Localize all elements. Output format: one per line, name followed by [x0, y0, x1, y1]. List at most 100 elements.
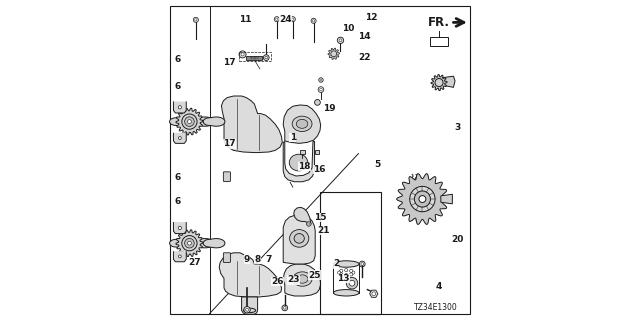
Circle shape — [372, 292, 376, 296]
Polygon shape — [442, 76, 455, 87]
FancyBboxPatch shape — [223, 253, 230, 262]
Polygon shape — [283, 105, 321, 143]
Circle shape — [282, 305, 288, 311]
Circle shape — [339, 39, 342, 42]
Circle shape — [264, 55, 269, 60]
Circle shape — [246, 308, 248, 311]
Bar — [320, 192, 381, 314]
Ellipse shape — [289, 154, 308, 171]
Circle shape — [182, 114, 197, 129]
Circle shape — [275, 17, 280, 22]
Text: 18: 18 — [298, 162, 311, 171]
Circle shape — [360, 261, 365, 267]
Polygon shape — [283, 215, 315, 264]
Circle shape — [352, 271, 355, 274]
Text: 14: 14 — [358, 32, 371, 41]
Polygon shape — [219, 253, 282, 297]
Circle shape — [337, 37, 344, 44]
Circle shape — [193, 17, 198, 22]
Ellipse shape — [296, 119, 308, 128]
Text: 8: 8 — [255, 255, 260, 264]
Polygon shape — [246, 56, 262, 60]
Polygon shape — [431, 75, 447, 91]
Circle shape — [349, 273, 353, 276]
Text: 19: 19 — [323, 104, 336, 113]
Polygon shape — [181, 238, 202, 248]
Bar — [430, 37, 448, 46]
Circle shape — [239, 51, 246, 58]
Polygon shape — [204, 238, 225, 248]
Polygon shape — [242, 297, 258, 314]
Circle shape — [308, 223, 310, 225]
Circle shape — [340, 273, 343, 276]
Circle shape — [179, 255, 181, 258]
Polygon shape — [204, 117, 225, 126]
Circle shape — [338, 271, 341, 274]
Circle shape — [182, 236, 197, 251]
Text: 7: 7 — [265, 255, 271, 264]
Text: 23: 23 — [287, 276, 300, 284]
Circle shape — [244, 307, 250, 313]
Circle shape — [419, 196, 426, 203]
Circle shape — [319, 88, 323, 91]
Polygon shape — [173, 101, 186, 113]
Text: 9: 9 — [244, 255, 250, 264]
Text: 6: 6 — [175, 82, 180, 91]
Polygon shape — [370, 290, 378, 297]
Ellipse shape — [333, 261, 359, 267]
Circle shape — [188, 120, 191, 124]
Text: 6: 6 — [175, 173, 180, 182]
Ellipse shape — [297, 275, 308, 283]
Text: 6: 6 — [175, 197, 180, 206]
Text: 15: 15 — [314, 213, 326, 222]
Circle shape — [344, 268, 348, 272]
Text: 26: 26 — [271, 277, 284, 286]
Polygon shape — [181, 117, 202, 126]
Text: FR.: FR. — [428, 16, 450, 29]
Text: 17: 17 — [223, 140, 236, 148]
Circle shape — [344, 274, 348, 277]
Bar — [239, 52, 271, 61]
Circle shape — [320, 79, 322, 81]
Circle shape — [241, 53, 244, 56]
Polygon shape — [283, 141, 315, 182]
Text: 10: 10 — [342, 24, 355, 33]
Circle shape — [410, 186, 435, 212]
Text: 24: 24 — [279, 15, 292, 24]
Text: 17: 17 — [223, 58, 236, 67]
Polygon shape — [441, 194, 452, 204]
Polygon shape — [173, 222, 186, 234]
Circle shape — [178, 106, 182, 109]
Circle shape — [318, 87, 324, 92]
Circle shape — [349, 269, 353, 272]
Circle shape — [292, 18, 294, 20]
Circle shape — [184, 238, 195, 248]
Circle shape — [284, 307, 286, 309]
Text: 27: 27 — [188, 258, 201, 267]
Circle shape — [276, 18, 278, 20]
Circle shape — [178, 226, 182, 229]
Text: 6: 6 — [175, 55, 180, 64]
Circle shape — [184, 117, 195, 126]
Polygon shape — [221, 96, 282, 153]
Polygon shape — [192, 238, 214, 248]
Circle shape — [195, 19, 197, 21]
Ellipse shape — [292, 116, 312, 132]
Circle shape — [179, 137, 181, 140]
FancyBboxPatch shape — [223, 172, 230, 181]
Text: 25: 25 — [308, 271, 321, 280]
Circle shape — [340, 269, 343, 272]
Text: 22: 22 — [358, 53, 371, 62]
Polygon shape — [192, 117, 214, 126]
Bar — [300, 150, 305, 154]
Circle shape — [290, 17, 295, 22]
Circle shape — [311, 18, 316, 23]
Polygon shape — [173, 133, 186, 143]
Circle shape — [312, 20, 315, 22]
Circle shape — [307, 222, 311, 226]
Ellipse shape — [289, 230, 309, 247]
Polygon shape — [328, 48, 339, 60]
Text: 3: 3 — [454, 124, 461, 132]
Circle shape — [414, 191, 431, 207]
Text: TZ34E1300: TZ34E1300 — [414, 303, 458, 312]
